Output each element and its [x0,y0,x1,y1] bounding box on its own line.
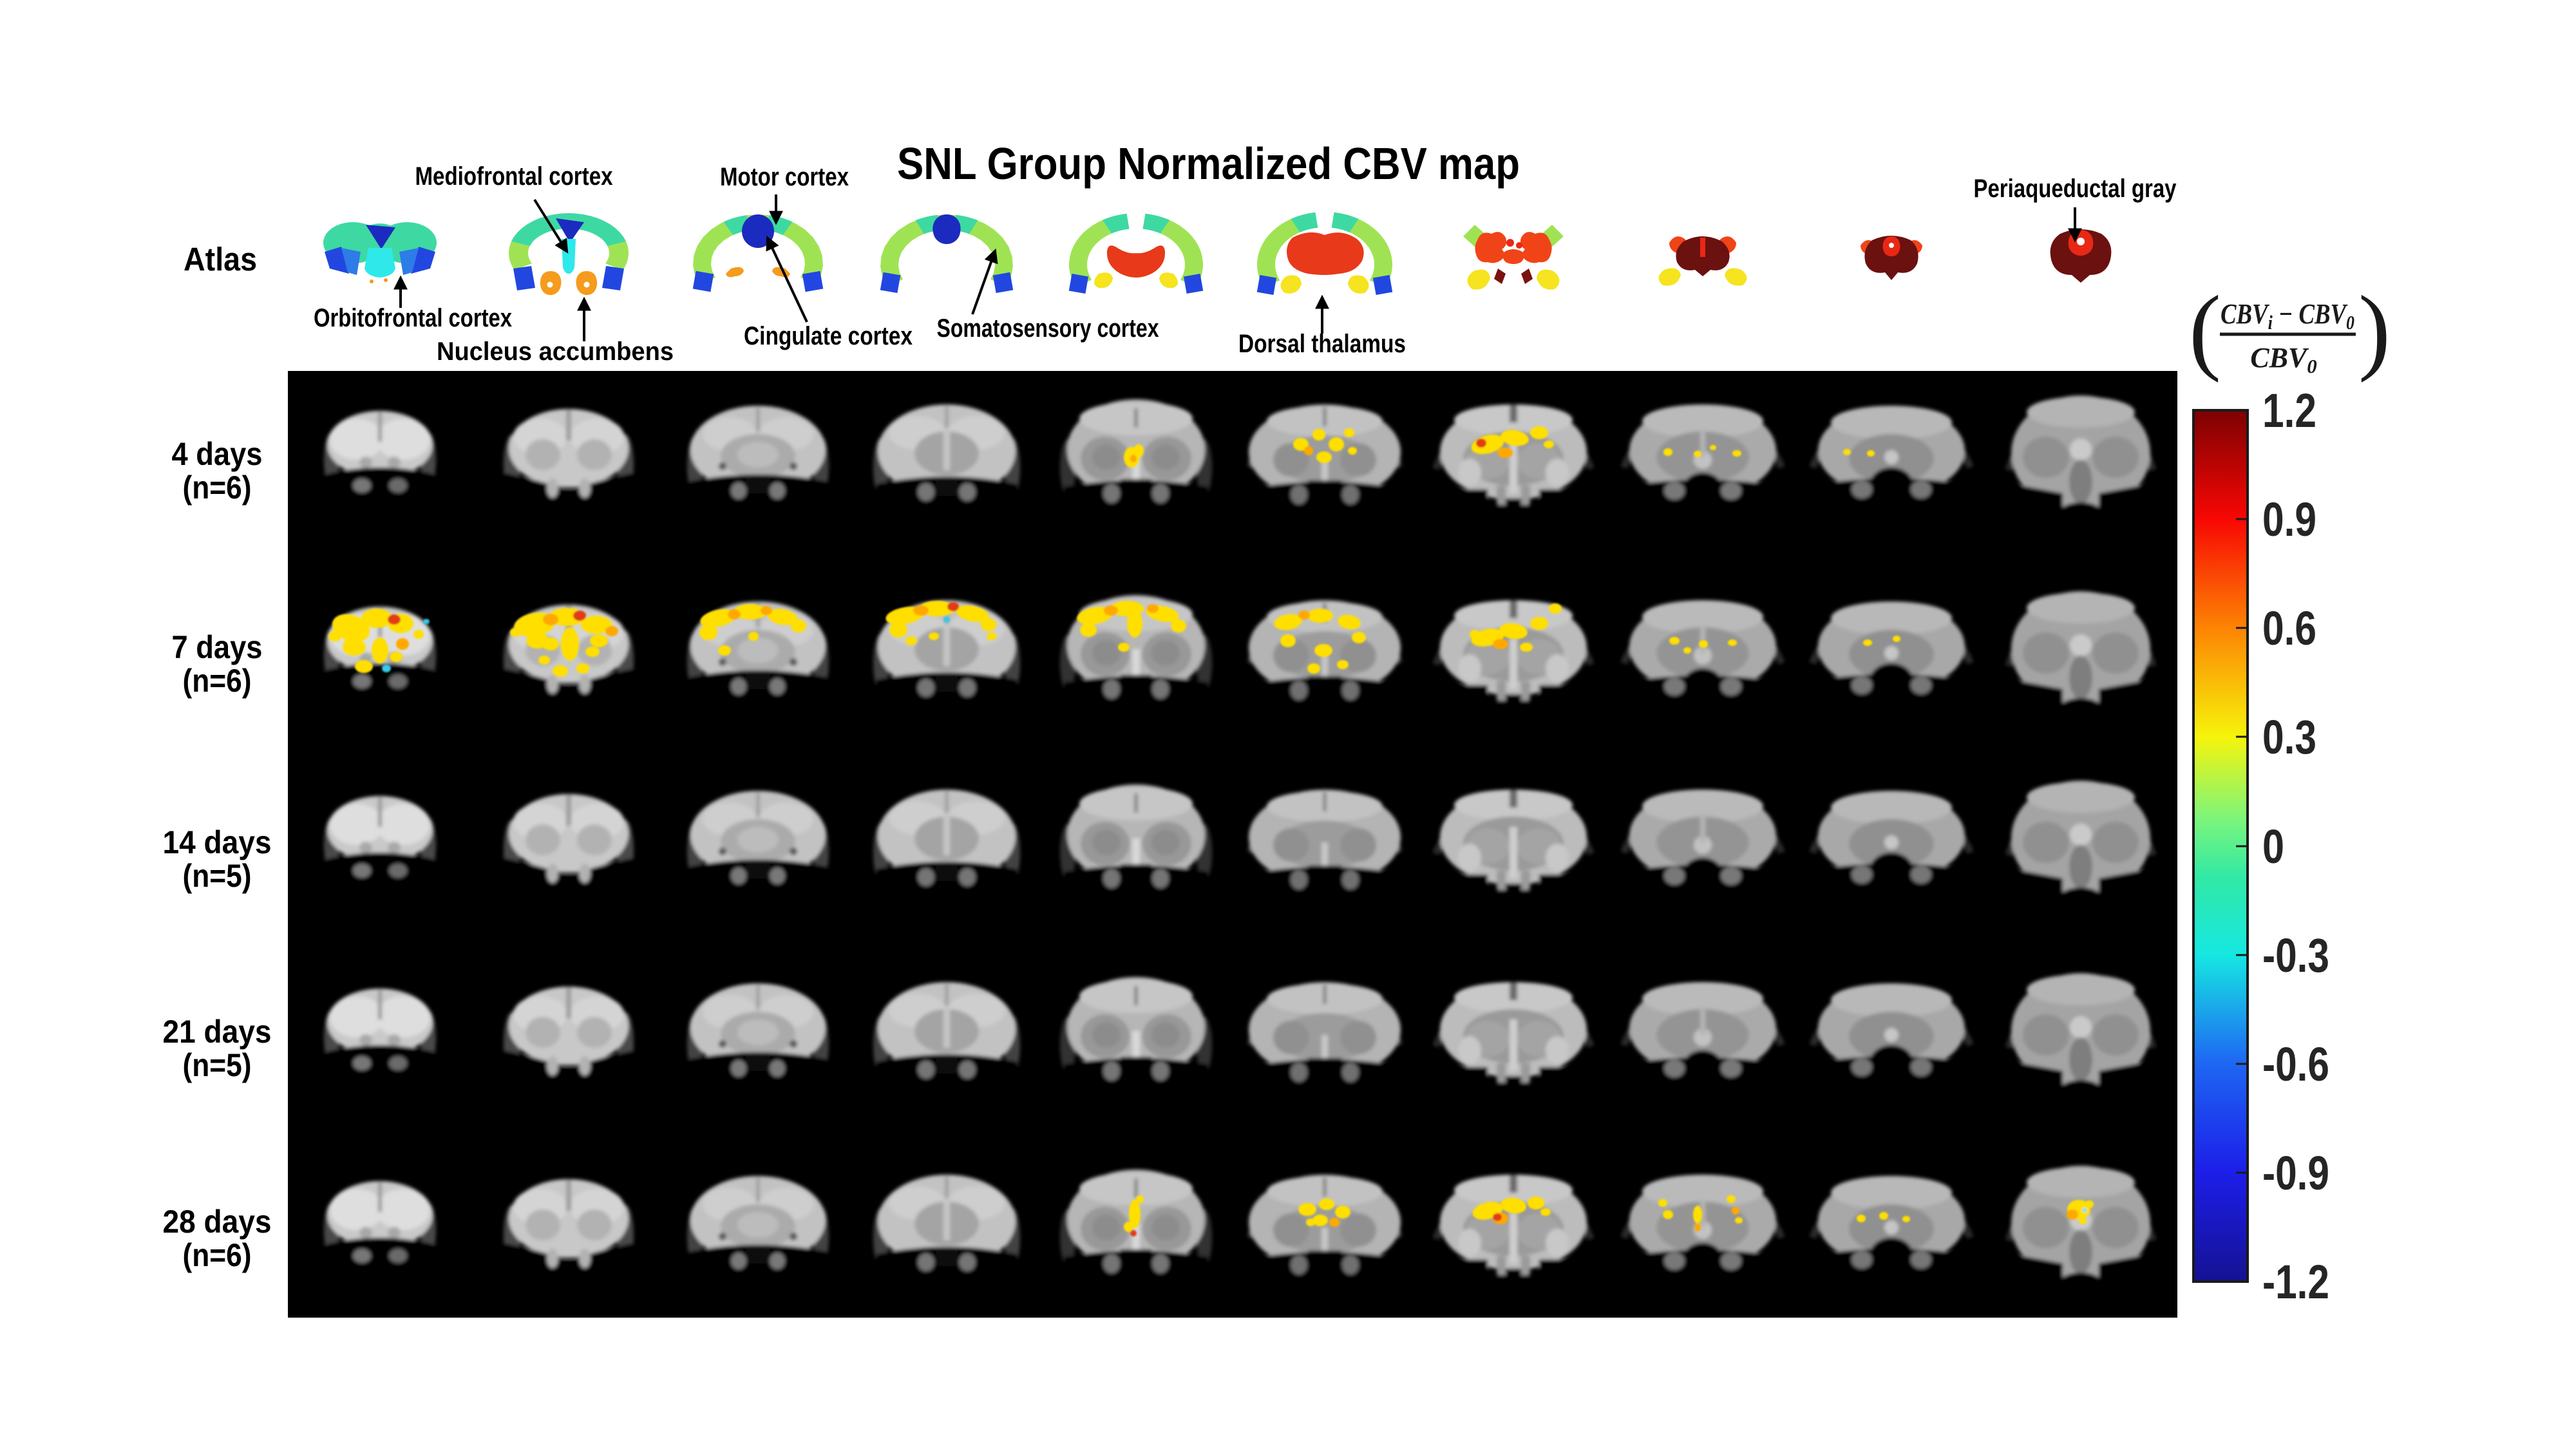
svg-text:-0.6: -0.6 [2262,1037,2329,1091]
svg-text:Cingulate cortex: Cingulate cortex [744,322,913,350]
svg-text:7 days: 7 days [172,629,263,665]
svg-text:(n=5): (n=5) [183,858,252,894]
svg-text:Periaqueductal gray: Periaqueductal gray [1974,175,2177,203]
svg-text:Dorsal thalamus: Dorsal thalamus [1238,330,1406,358]
svg-text:CBV0: CBV0 [2250,342,2317,377]
svg-text:0.3: 0.3 [2262,710,2316,764]
svg-text:-0.3: -0.3 [2262,929,2329,982]
svg-text:Orbitofrontal cortex: Orbitofrontal cortex [314,304,512,332]
svg-text:(: ( [2189,276,2221,383]
svg-text:0.9: 0.9 [2262,493,2316,546]
svg-text:SNL Group Normalized CBV map: SNL Group Normalized CBV map [897,138,1520,189]
svg-text:Nucleus accumbens: Nucleus accumbens [437,337,674,366]
svg-text:Somatosensory cortex: Somatosensory cortex [937,314,1159,343]
svg-text:): ) [2358,276,2391,383]
svg-text:14 days: 14 days [163,824,272,860]
svg-text:Mediofrontal cortex: Mediofrontal cortex [415,162,613,191]
svg-text:(n=6): (n=6) [183,469,252,506]
svg-text:-1.2: -1.2 [2262,1255,2329,1309]
svg-text:0: 0 [2262,820,2284,873]
svg-text:0.6: 0.6 [2262,601,2316,655]
svg-text:1.2: 1.2 [2262,384,2316,437]
svg-text:Motor cortex: Motor cortex [720,163,849,191]
svg-text:4 days: 4 days [172,436,263,472]
svg-text:(n=6): (n=6) [183,663,252,699]
svg-text:28 days: 28 days [163,1204,272,1240]
svg-text:CBVi − CBV0: CBVi − CBV0 [2221,298,2354,334]
svg-text:Atlas: Atlas [184,241,257,278]
svg-text:(n=6): (n=6) [183,1237,252,1273]
svg-text:(n=5): (n=5) [183,1047,252,1083]
svg-text:-0.9: -0.9 [2262,1146,2329,1200]
svg-text:21 days: 21 days [163,1014,272,1050]
